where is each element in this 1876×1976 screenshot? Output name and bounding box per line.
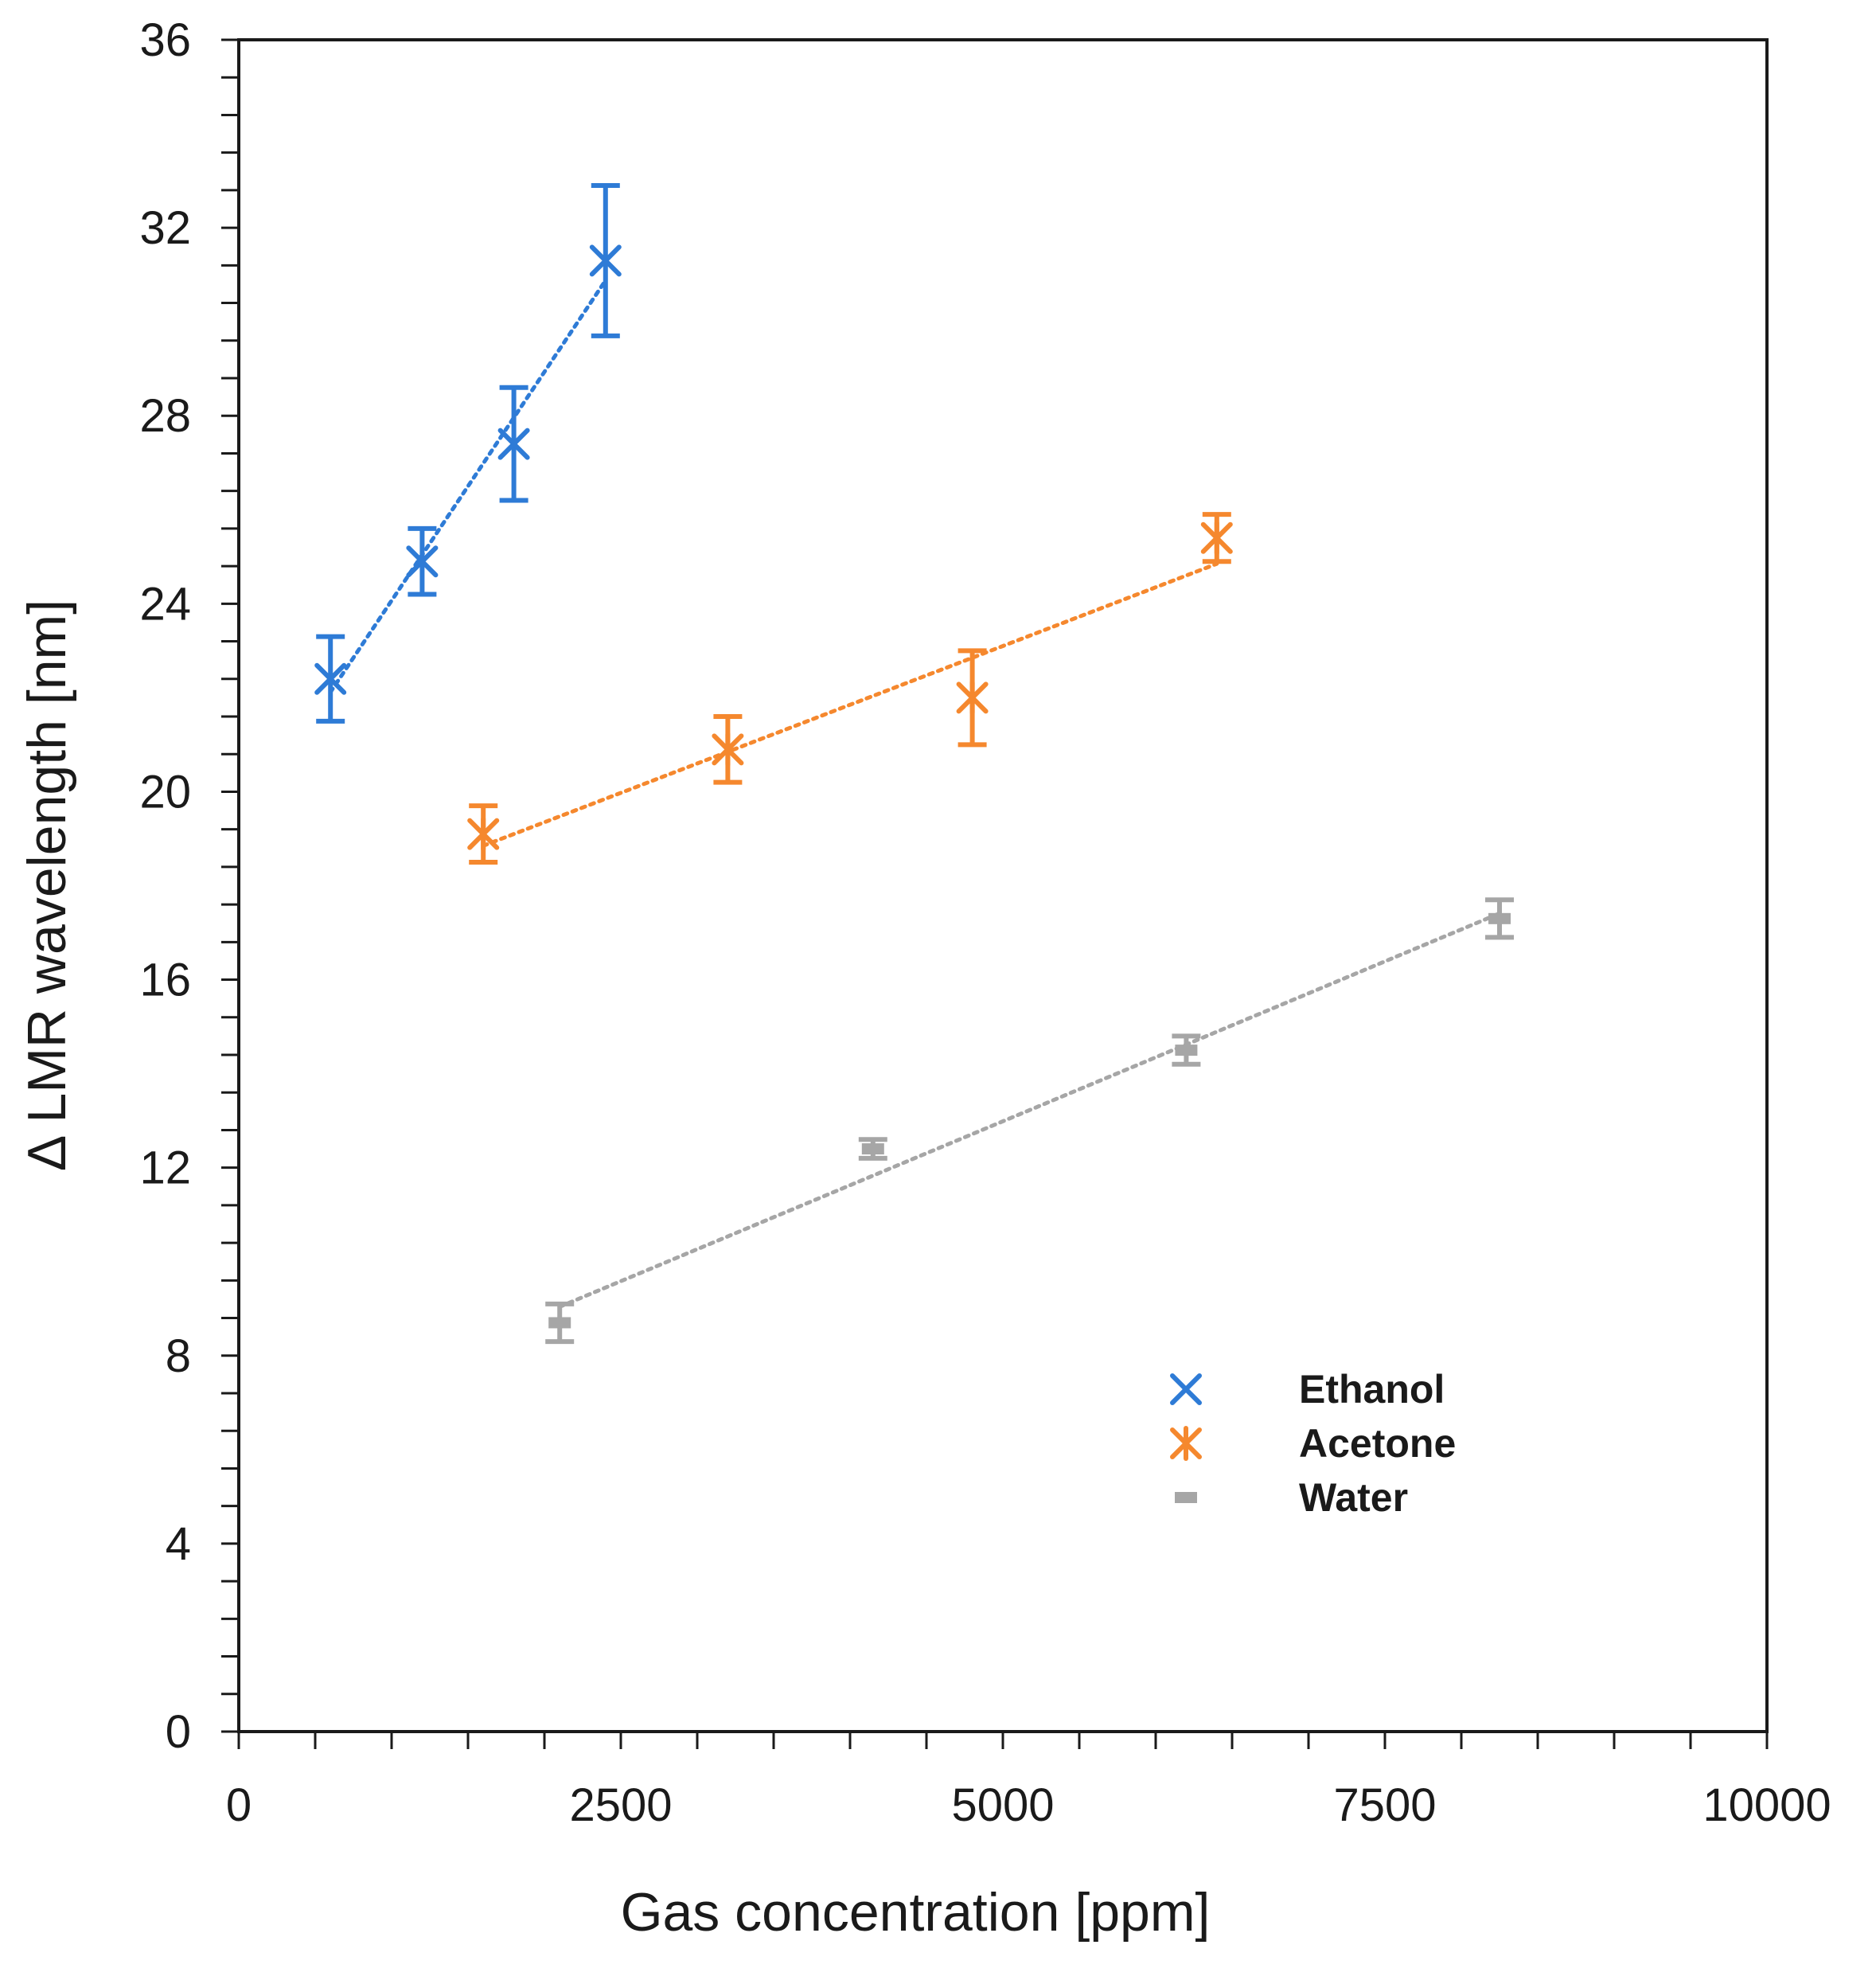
marker-stroke — [314, 662, 347, 695]
data-point-ethanol — [589, 244, 622, 277]
legend-item-water: Water — [1175, 1475, 1408, 1520]
y-tick-label: 16 — [139, 955, 191, 1006]
trendline-acetone — [481, 561, 1219, 848]
trendlines — [328, 278, 1502, 1309]
error-bars — [316, 182, 1514, 1345]
x-tick-label: 5000 — [951, 1779, 1054, 1831]
x-tick-label: 7500 — [1333, 1779, 1436, 1831]
legend-label-ethanol: Ethanol — [1299, 1367, 1445, 1412]
y-tick-label: 0 — [166, 1706, 191, 1758]
marker-stroke — [497, 428, 530, 460]
y-tick-label: 32 — [139, 202, 191, 254]
legend: Ethanol Acetone Water — [1170, 1367, 1456, 1520]
y-tick-label: 36 — [139, 14, 191, 66]
y-tick-label: 4 — [166, 1518, 191, 1570]
legend-marker-ethanol — [1170, 1373, 1202, 1405]
legend-marker-acetone — [1170, 1426, 1202, 1461]
x-tick-label: 2500 — [569, 1779, 672, 1831]
data-point-acetone — [956, 680, 989, 716]
legend-label-acetone: Acetone — [1299, 1421, 1456, 1466]
y-axis-ticks — [221, 38, 239, 1733]
data-point-ethanol — [406, 545, 439, 578]
y-tick-label: 12 — [139, 1142, 191, 1194]
y-tick-label: 8 — [166, 1330, 191, 1382]
y-tick-label: 28 — [139, 390, 191, 442]
legend-item-acetone: Acetone — [1170, 1421, 1456, 1466]
data-point-water — [1488, 912, 1511, 924]
legend-label-water: Water — [1299, 1475, 1408, 1520]
plot-frame — [237, 38, 1769, 1733]
data-point-ethanol — [497, 428, 530, 460]
x-tick-label: 10000 — [1702, 1779, 1831, 1831]
data-point-acetone — [712, 732, 744, 767]
trendline-ethanol — [328, 278, 608, 694]
x-axis-tick-labels: 0 2500 5000 7500 10000 — [226, 1779, 1831, 1831]
y-tick-label: 20 — [139, 766, 191, 818]
data-point-ethanol — [314, 662, 347, 695]
data-point-acetone — [1200, 520, 1233, 556]
marker-stroke — [548, 1317, 571, 1329]
marker-stroke — [861, 1143, 884, 1155]
data-point-water — [1175, 1045, 1198, 1056]
y-axis-title: Δ LMR wavelength [nm] — [17, 599, 77, 1171]
marker-stroke — [1488, 912, 1511, 924]
marker-stroke — [406, 545, 439, 578]
y-tick-label: 24 — [139, 578, 191, 630]
y-axis-tick-labels: 0 4 8 12 16 20 24 28 32 36 — [139, 14, 191, 1758]
x-tick-label: 0 — [226, 1779, 252, 1831]
data-point-acetone — [467, 816, 500, 852]
x-axis-title: Gas concentration [ppm] — [621, 1882, 1211, 1943]
data-point-water — [548, 1317, 571, 1329]
legend-marker-water — [1175, 1492, 1197, 1503]
marker-stroke — [1175, 1492, 1197, 1503]
x-axis-ticks — [237, 1732, 1769, 1749]
marker-stroke — [1175, 1045, 1198, 1056]
trendline-water — [557, 911, 1502, 1309]
data-point-water — [861, 1143, 884, 1155]
data-markers — [314, 244, 1511, 1329]
marker-stroke — [1170, 1373, 1202, 1405]
marker-stroke — [589, 244, 622, 277]
legend-item-ethanol: Ethanol — [1170, 1367, 1445, 1412]
